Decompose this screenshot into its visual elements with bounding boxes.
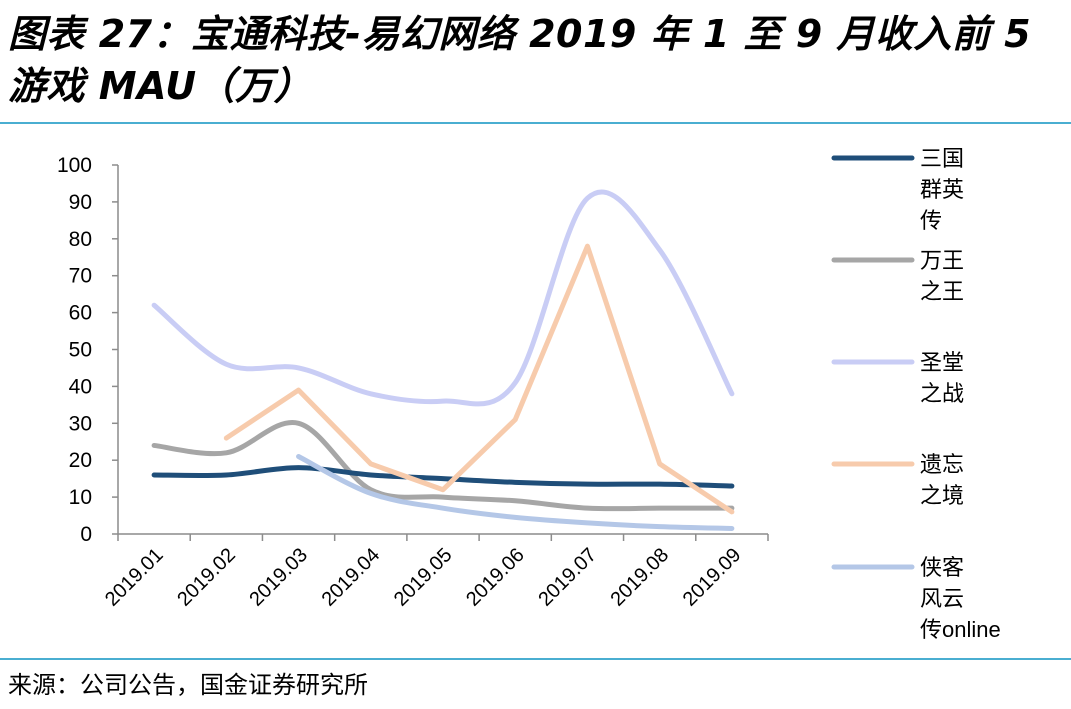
legend-label-3: 圣堂之战 [920,350,964,406]
y-tick-label: 80 [69,228,92,251]
legend-label-line: 群英 [920,177,964,202]
x-tick-label: 2019.09 [679,544,746,611]
series-line-3 [151,189,735,407]
legend-label-line: 传online [920,617,1001,642]
legend-label-line: 万王 [920,248,964,273]
series-layer [151,189,735,531]
y-tick-label: 50 [69,339,92,362]
legend-label-line: 传 [920,208,942,233]
legend-label-5: 侠客风云传online [920,555,1001,642]
y-tick-label: 100 [57,154,92,177]
x-tick-label: 2019.08 [607,544,674,611]
series-line-4 [223,243,735,515]
y-tick-label: 20 [69,449,92,472]
x-tick-label: 2019.05 [390,544,457,611]
legend-label-4: 遗忘之境 [920,452,964,508]
x-tick-label: 2019.03 [245,544,312,611]
legend-label-line: 三国 [920,146,964,171]
y-axis: 0 10 20 30 40 50 60 70 80 90 100 [57,154,119,546]
x-tick-label: 2019.06 [462,544,529,611]
legend-label-line: 之王 [920,279,964,304]
y-tick-label: 0 [80,523,92,546]
x-tick-label: 2019.01 [101,544,168,611]
y-tick-label: 60 [69,302,92,325]
legend-label-line: 之战 [920,381,964,406]
x-tick-label: 2019.02 [173,544,240,611]
top-divider [0,122,1071,124]
y-tick-label: 70 [69,265,92,288]
series-line-1 [151,465,735,489]
legend-label-line: 风云 [920,586,964,611]
series-line-5 [296,454,735,531]
y-tick-label: 40 [69,375,92,398]
legend-label-2: 万王之王 [920,248,964,304]
legend-label-line: 之境 [920,483,964,508]
legend-label-line: 侠客 [920,555,964,580]
source-note: 来源：公司公告，国金证券研究所 [8,671,368,699]
x-axis: 2019.01 2019.02 2019.03 2019.04 2019.05 2019.… [101,533,769,611]
y-tick-label: 10 [69,486,92,509]
bottom-divider [0,658,1071,660]
chart-title: 图表 27：宝通科技-易幻网络 2019 年 1 至 9 月收入前 5 游戏 M… [8,12,1032,108]
series-line-2 [151,420,735,512]
y-tick-label: 30 [69,412,92,435]
x-tick-label: 2019.04 [318,544,385,611]
y-tick-label: 90 [69,191,92,214]
x-tick-label: 2019.07 [534,544,601,611]
legend-label-line: 遗忘 [920,452,964,477]
legend-label-line: 圣堂 [920,350,964,375]
legend-label-1: 三国群英传 [920,146,964,233]
